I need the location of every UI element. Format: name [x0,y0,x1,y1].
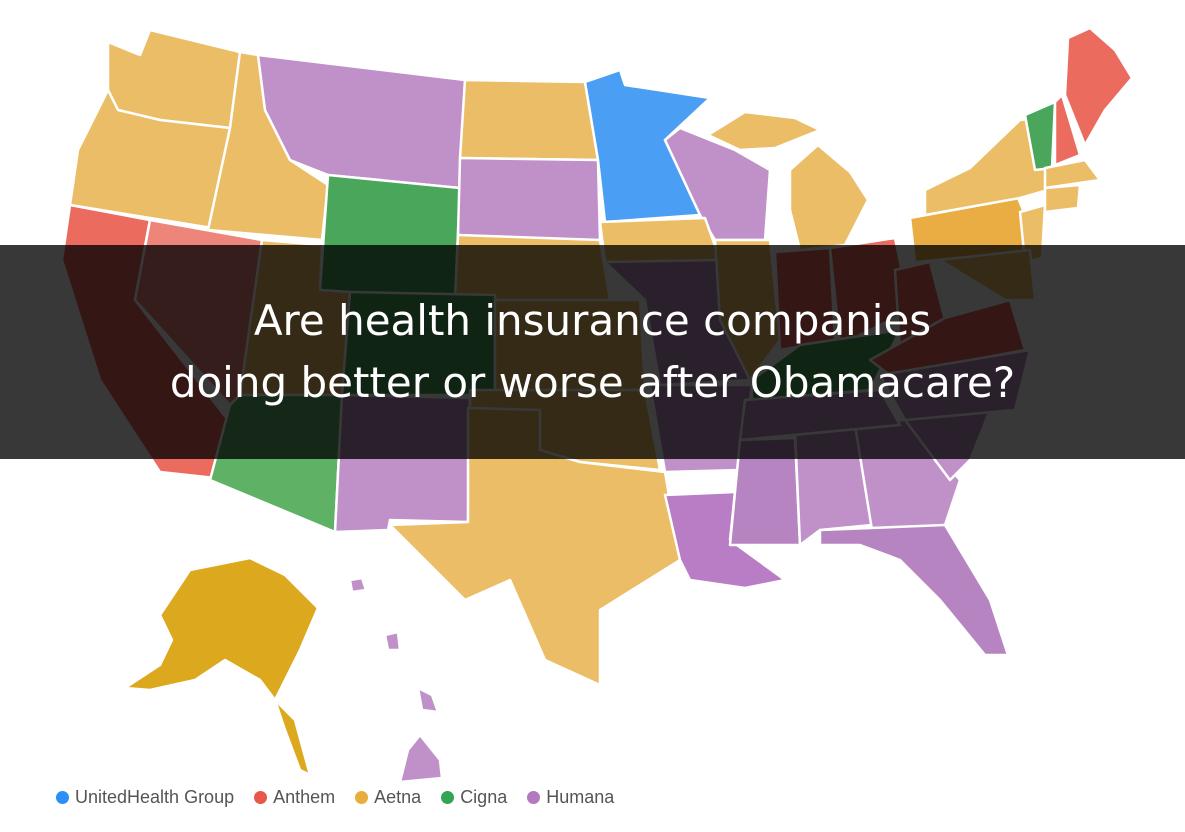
legend-dot [527,791,541,804]
state-maine [1063,26,1134,147]
legend-dot [254,791,268,804]
legend-item-anthem: Anthem [254,787,335,808]
legend-label: Cigna [460,787,508,807]
headline-line-2: doing better or worse after Obamacare? [169,358,1016,407]
state-michigan-lower [788,143,870,252]
legend-label: Humana [546,787,615,807]
headline-banner: Are health insurance companies doing bet… [0,245,1185,459]
legend-label: UnitedHealth Group [75,787,235,807]
legend: UnitedHealth Group Anthem Aetna Cigna Humana [56,787,634,808]
legend-dot [355,791,369,804]
state-connecticut [1043,183,1082,214]
state-hawaii-big [398,733,444,784]
state-south-dakota [456,156,602,244]
legend-dot [441,791,455,804]
state-hawaii-kauai [348,576,368,594]
legend-label: Anthem [273,787,336,807]
legend-item-aetna: Aetna [355,787,421,808]
legend-item-humana: Humana [527,787,614,808]
legend-dot [56,791,69,804]
state-florida [818,523,1010,657]
state-hawaii-oahu [383,630,402,652]
state-new-hampshire [1053,93,1082,167]
state-north-dakota [458,78,600,162]
state-massachusetts [1043,158,1102,190]
headline-line-1: Are health insurance companies [253,296,932,345]
legend-label: Aetna [374,787,422,807]
state-hawaii-maui [416,686,440,714]
state-alaska [123,556,320,702]
state-michigan-upper [706,110,822,152]
state-alaska-panhandle [273,698,312,777]
legend-item-cigna: Cigna [441,787,507,808]
legend-item-unitedhealth: UnitedHealth Group [56,787,234,808]
